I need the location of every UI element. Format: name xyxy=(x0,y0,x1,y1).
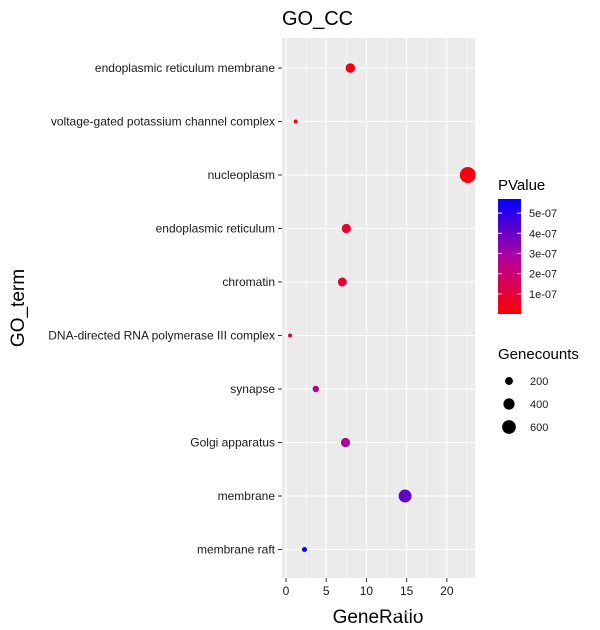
y-tick-label: chromatin xyxy=(222,275,275,289)
pvalue-legend-label: 3e-07 xyxy=(529,248,557,260)
genecounts-legend-label: 400 xyxy=(530,399,548,411)
y-tick-label: membrane raft xyxy=(197,543,276,557)
chart-title: GO_CC xyxy=(282,8,353,30)
data-points xyxy=(288,63,476,553)
data-point xyxy=(459,167,476,183)
y-axis: endoplasmic reticulum membrane voltage-ga… xyxy=(48,61,282,557)
gridlines xyxy=(282,38,475,578)
data-point xyxy=(345,63,356,73)
y-tick-label: endoplasmic reticulum xyxy=(156,222,275,236)
data-point xyxy=(341,223,351,234)
pvalue-colorbar xyxy=(498,199,521,314)
genecounts-legend-label: 200 xyxy=(530,376,548,388)
y-tick-label: DNA-directed RNA polymerase III complex xyxy=(48,329,275,343)
data-point xyxy=(293,119,298,124)
x-tick-label: 0 xyxy=(283,584,290,598)
genecounts-key-dot xyxy=(503,398,515,410)
data-point xyxy=(302,546,308,553)
x-tick-label: 20 xyxy=(440,584,454,598)
data-point xyxy=(312,385,319,393)
y-tick-label: endoplasmic reticulum membrane xyxy=(95,61,275,75)
y-tick-label: synapse xyxy=(230,382,275,396)
x-tick-label: 5 xyxy=(323,584,330,598)
plot-panel xyxy=(282,38,475,578)
data-point xyxy=(340,437,351,448)
genecounts-legend-label: 600 xyxy=(530,422,548,434)
x-axis-title: GeneRatio xyxy=(333,607,424,628)
x-axis: 0 5 10 15 20 xyxy=(283,578,454,598)
y-tick-label: Golgi apparatus xyxy=(190,436,275,450)
genecounts-key-dot xyxy=(505,377,513,385)
pvalue-legend-title: PValue xyxy=(498,177,545,194)
y-axis-title: GO_term xyxy=(8,269,29,347)
pvalue-legend-ticks: 5e-07 4e-07 3e-07 2e-07 1e-07 xyxy=(498,208,557,301)
pvalue-legend-label: 4e-07 xyxy=(529,228,557,240)
watermark: CSDN @爱打豆豆的小潘学长 xyxy=(388,599,600,619)
data-point xyxy=(398,489,412,503)
data-point xyxy=(337,277,347,287)
pvalue-legend: PValue 5e-07 4e-07 3e-07 2e-07 1e-07 xyxy=(498,177,557,314)
pvalue-legend-label: 5e-07 xyxy=(529,208,557,220)
pvalue-legend-label: 2e-07 xyxy=(529,269,557,281)
data-point xyxy=(288,333,293,338)
genecounts-legend-title: Genecounts xyxy=(498,346,579,363)
y-tick-label: nucleoplasm xyxy=(208,168,275,182)
pvalue-legend-label: 1e-07 xyxy=(529,289,557,301)
genecounts-legend: Genecounts 200 400 600 xyxy=(498,346,579,438)
x-tick-label: 10 xyxy=(360,584,374,598)
genecounts-key-dot xyxy=(502,420,516,434)
genecounts-legend-keys: 200 400 600 xyxy=(498,370,548,438)
y-tick-label: membrane xyxy=(218,489,276,503)
y-tick-label: voltage-gated potassium channel complex xyxy=(51,115,275,129)
x-tick-label: 15 xyxy=(400,584,414,598)
